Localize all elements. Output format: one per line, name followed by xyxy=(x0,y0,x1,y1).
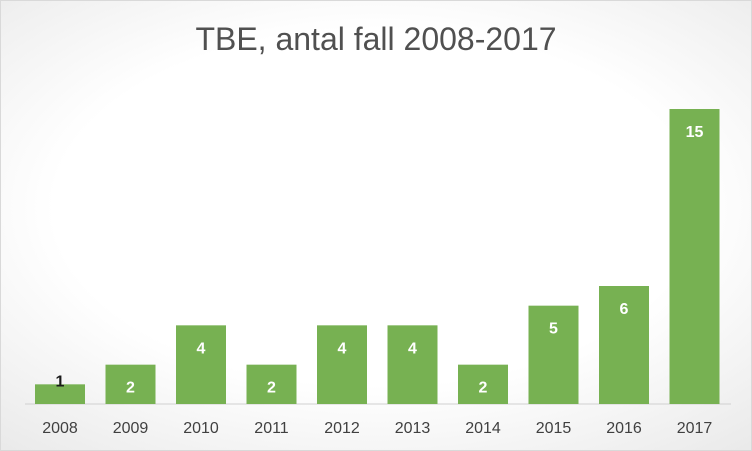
data-label-2008: 1 xyxy=(56,373,65,390)
bar-2008 xyxy=(35,384,85,404)
data-label-2013: 4 xyxy=(408,340,417,357)
x-tick-label-2012: 2012 xyxy=(324,420,360,437)
data-label-2010: 4 xyxy=(197,340,206,357)
data-label-2016: 6 xyxy=(620,301,629,318)
bar-2016 xyxy=(599,286,649,404)
bar-2014 xyxy=(458,364,508,404)
bar-2011 xyxy=(246,364,297,404)
data-label-2015: 5 xyxy=(549,321,558,338)
x-tick-label-2013: 2013 xyxy=(395,420,431,437)
data-label-2017: 15 xyxy=(686,124,704,141)
bar-2017 xyxy=(669,109,720,404)
x-tick-label-2014: 2014 xyxy=(465,420,501,437)
data-label-2014: 2 xyxy=(479,380,488,397)
bar-2015 xyxy=(528,305,579,404)
x-tick-label-2017: 2017 xyxy=(677,420,713,437)
x-tick-label-2015: 2015 xyxy=(536,420,572,437)
chart-title: TBE, antal fall 2008-2017 xyxy=(195,21,557,57)
data-label-2011: 2 xyxy=(267,380,276,397)
x-tick-label-2009: 2009 xyxy=(113,420,149,437)
x-tick-label-2016: 2016 xyxy=(606,420,642,437)
bar-2010 xyxy=(176,325,226,404)
data-label-2012: 4 xyxy=(338,340,347,357)
x-tick-label-2011: 2011 xyxy=(254,420,289,437)
bar-2013 xyxy=(387,325,438,404)
x-tick-label-2008: 2008 xyxy=(42,420,78,437)
bar-2009 xyxy=(105,364,156,404)
x-tick-label-2010: 2010 xyxy=(183,420,219,437)
bar-2012 xyxy=(317,325,367,404)
data-label-2009: 2 xyxy=(126,380,135,397)
